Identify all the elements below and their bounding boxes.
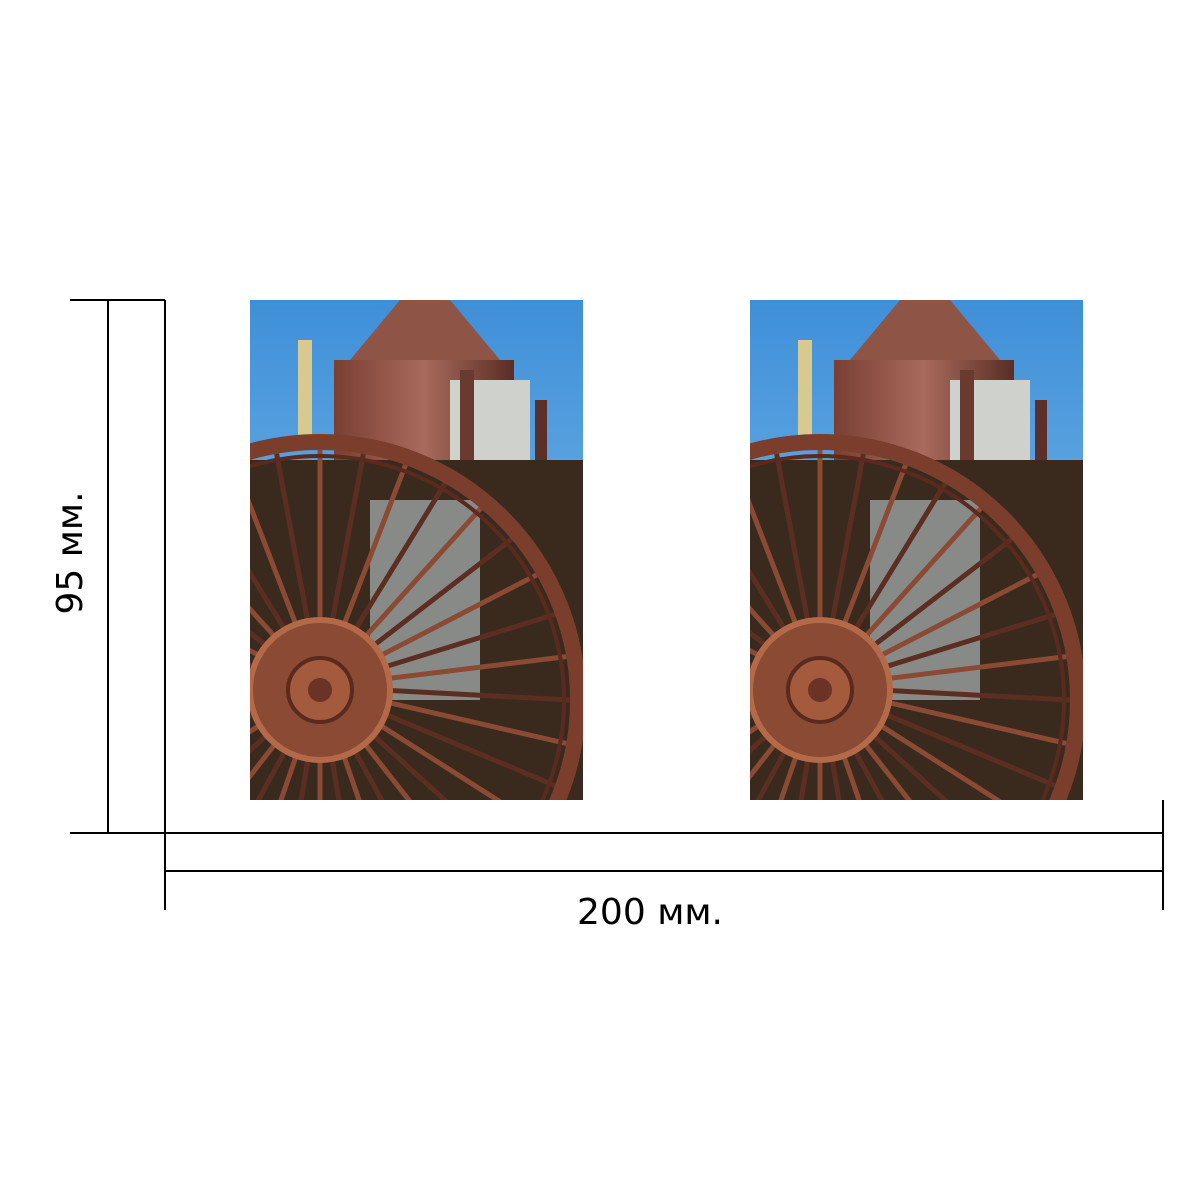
width-label: 200 мм.: [577, 892, 723, 933]
height-label: 95 мм.: [50, 491, 91, 614]
product-image: [562, 300, 1083, 958]
product-image: [62, 300, 583, 958]
